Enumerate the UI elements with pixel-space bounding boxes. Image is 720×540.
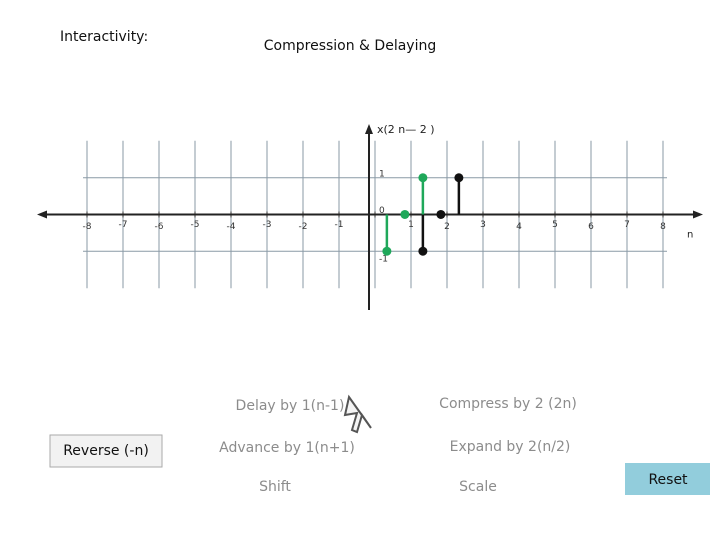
stem-dot (400, 209, 410, 219)
x-tick-label: 2 (444, 222, 450, 232)
x-tick-label: -3 (263, 220, 272, 230)
x-tick-label: -5 (191, 220, 200, 230)
button[interactable]: Advance by 1(n+1) (219, 440, 355, 456)
x-tick-label: -1 (335, 220, 344, 230)
y-tick-label: -1 (379, 255, 388, 265)
stem-dot (382, 246, 392, 256)
x-tick-label: -4 (227, 222, 236, 232)
stem-dot (436, 209, 446, 219)
x-tick-label: 7 (624, 220, 630, 230)
x-tick-label: -8 (83, 222, 92, 232)
button[interactable]: Reset (648, 472, 688, 488)
button-bg (625, 463, 710, 495)
x-tick-label: 5 (552, 220, 558, 230)
y-tick-label: 1 (379, 169, 385, 179)
x-tick-label: -7 (119, 220, 128, 230)
button[interactable]: Reverse (-n) (63, 443, 149, 459)
stem-dot (454, 173, 464, 183)
x-arrow (37, 210, 47, 219)
x-tick-label: -2 (299, 222, 308, 232)
x-tick-label: -6 (155, 222, 164, 232)
x-tick-label: 4 (516, 222, 522, 232)
x-tick-label: 8 (660, 222, 666, 232)
stem-dot (418, 246, 428, 256)
button[interactable]: Compress by 2 (2n) (439, 396, 577, 412)
x-arrow (693, 210, 703, 219)
y-arrow (365, 124, 373, 134)
x-tick-label: 6 (588, 222, 594, 232)
button[interactable]: Scale (459, 479, 497, 495)
button[interactable]: Delay by 1(n-1) (236, 398, 345, 414)
y-tick-label: 0 (379, 206, 385, 216)
button[interactable]: Expand by 2(n/2) (450, 439, 571, 455)
axis-label: x(2 n— 2 ) (377, 123, 435, 136)
header-title: Compression & Delaying (264, 38, 436, 54)
x-axis-label: n (687, 229, 693, 240)
button-bg (49, 434, 163, 468)
x-tick-label: 1 (408, 220, 414, 230)
cursor-icon (343, 394, 372, 434)
header-left: Interactivity: (60, 29, 148, 45)
x-tick-label: 3 (480, 220, 486, 230)
stem-dot (418, 173, 428, 183)
button[interactable]: Shift (259, 479, 291, 495)
